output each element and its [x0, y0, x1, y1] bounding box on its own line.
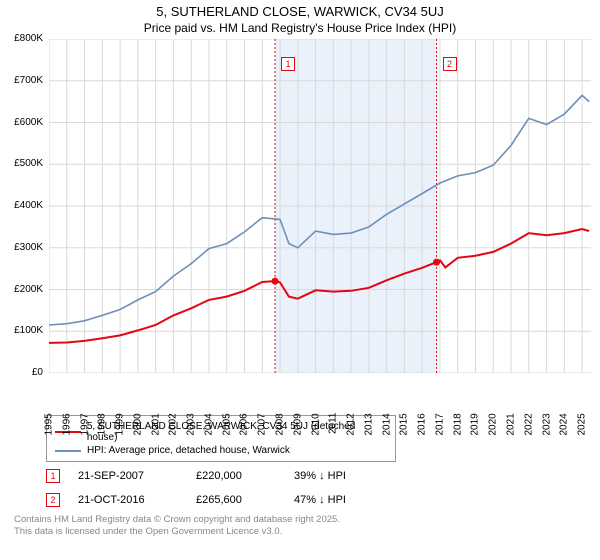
x-tick-label: 2009 — [292, 413, 303, 435]
legend-item: HPI: Average price, detached house, Warw… — [55, 444, 387, 457]
x-tick-label: 2011 — [328, 413, 339, 435]
x-tick-label: 2004 — [203, 413, 214, 435]
chart-subtitle: Price paid vs. HM Land Registry's House … — [0, 19, 600, 39]
x-tick-label: 2008 — [275, 413, 286, 435]
x-tick-label: 2010 — [310, 413, 321, 435]
sale-row-marker: 1 — [46, 469, 60, 483]
y-tick-label: £500K — [5, 158, 43, 169]
footer-attribution: Contains HM Land Registry data © Crown c… — [14, 514, 590, 538]
x-tick-label: 2023 — [541, 413, 552, 435]
x-tick-label: 1995 — [44, 413, 55, 435]
chart-title: 5, SUTHERLAND CLOSE, WARWICK, CV34 5UJ — [0, 0, 600, 19]
sale-delta: 47% ↓ HPI — [294, 494, 384, 506]
x-tick-label: 1997 — [79, 413, 90, 435]
x-tick-label: 2021 — [506, 413, 517, 435]
x-tick-label: 2016 — [417, 413, 428, 435]
sale-row: 2 21-OCT-2016 £265,600 47% ↓ HPI — [46, 490, 590, 510]
y-tick-label: £0 — [5, 367, 43, 378]
x-tick-label: 2003 — [186, 413, 197, 435]
x-axis-labels: 1995199619971998199920002001200220032004… — [49, 377, 591, 413]
x-tick-label: 2022 — [523, 413, 534, 435]
x-tick-label: 2007 — [257, 413, 268, 435]
y-tick-label: £100K — [5, 325, 43, 336]
x-tick-label: 2005 — [221, 413, 232, 435]
x-tick-label: 2001 — [150, 413, 161, 435]
y-tick-label: £200K — [5, 284, 43, 295]
x-tick-label: 2019 — [470, 413, 481, 435]
y-tick-label: £600K — [5, 117, 43, 128]
y-tick-label: £400K — [5, 200, 43, 211]
x-tick-label: 2002 — [168, 413, 179, 435]
x-tick-label: 2017 — [434, 413, 445, 435]
plot-region: 12 — [49, 39, 591, 373]
legend-label: HPI: Average price, detached house, Warw… — [87, 445, 290, 456]
legend-swatch — [55, 450, 81, 452]
sale-price: £265,600 — [196, 494, 276, 506]
x-tick-label: 2024 — [559, 413, 570, 435]
footer-line-1: Contains HM Land Registry data © Crown c… — [14, 514, 590, 526]
x-tick-label: 1998 — [97, 413, 108, 435]
plot-svg — [49, 39, 591, 373]
footer-line-2: This data is licensed under the Open Gov… — [14, 526, 590, 538]
y-axis-labels: £0£100K£200K£300K£400K£500K£600K£700K£80… — [5, 39, 45, 409]
x-tick-label: 2020 — [488, 413, 499, 435]
x-tick-label: 2000 — [132, 413, 143, 435]
sale-row: 1 21-SEP-2007 £220,000 39% ↓ HPI — [46, 466, 590, 486]
x-tick-label: 2015 — [399, 413, 410, 435]
sale-delta: 39% ↓ HPI — [294, 470, 384, 482]
x-tick-label: 1996 — [61, 413, 72, 435]
sale-price: £220,000 — [196, 470, 276, 482]
sale-row-marker: 2 — [46, 493, 60, 507]
x-tick-label: 1999 — [115, 413, 126, 435]
sale-table: 1 21-SEP-2007 £220,000 39% ↓ HPI 2 21-OCT-201… — [46, 466, 590, 510]
y-tick-label: £300K — [5, 242, 43, 253]
y-tick-label: £800K — [5, 33, 43, 44]
sale-date: 21-OCT-2016 — [78, 494, 178, 506]
x-tick-label: 2018 — [452, 413, 463, 435]
x-tick-label: 2014 — [381, 413, 392, 435]
x-tick-label: 2012 — [346, 413, 357, 435]
sale-date: 21-SEP-2007 — [78, 470, 178, 482]
x-tick-label: 2025 — [577, 413, 588, 435]
y-tick-label: £700K — [5, 75, 43, 86]
chart-area: £0£100K£200K£300K£400K£500K£600K£700K£80… — [5, 39, 595, 409]
x-tick-label: 2013 — [363, 413, 374, 435]
x-tick-label: 2006 — [239, 413, 250, 435]
